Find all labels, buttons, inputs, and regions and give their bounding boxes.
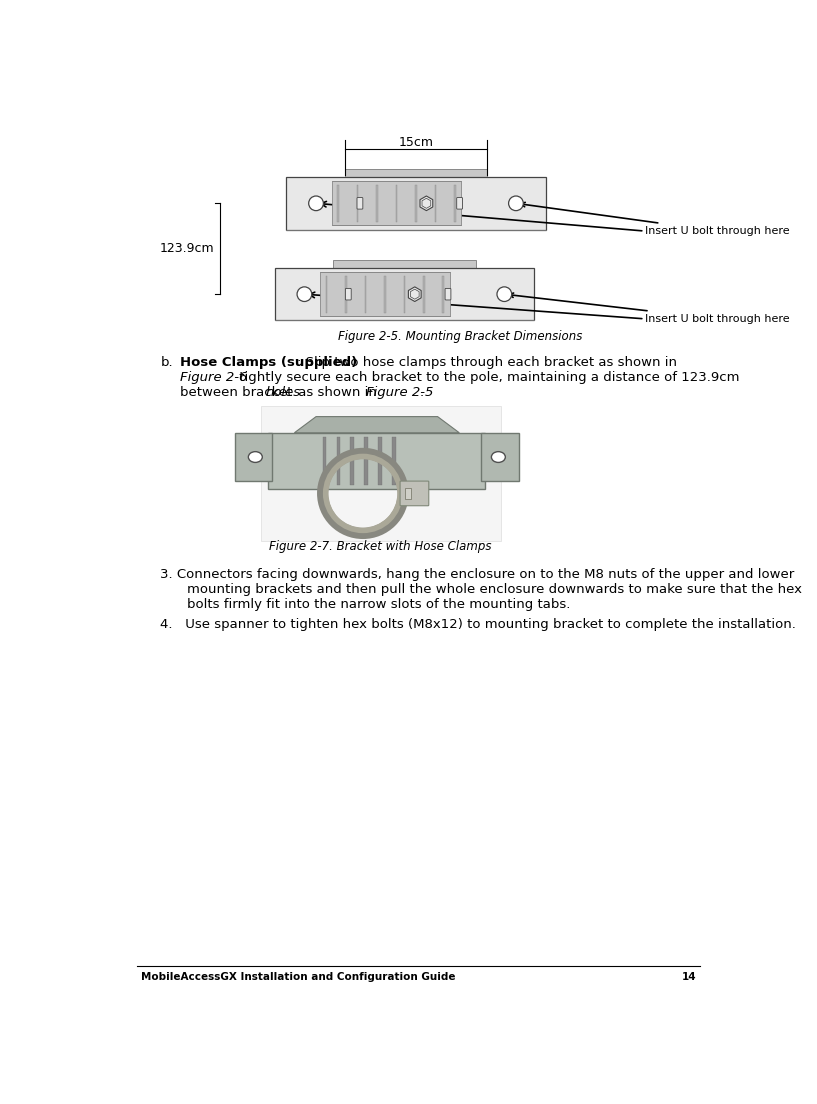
Circle shape bbox=[309, 197, 324, 211]
Ellipse shape bbox=[491, 452, 506, 463]
Bar bbox=[435, 185, 436, 222]
Text: MobileAccessGX Installation and Configuration Guide: MobileAccessGX Installation and Configur… bbox=[141, 972, 455, 981]
Text: Figure 2-5. Mounting Bracket Dimensions: Figure 2-5. Mounting Bracket Dimensions bbox=[338, 330, 583, 343]
Bar bbox=[364, 276, 366, 312]
FancyBboxPatch shape bbox=[457, 198, 462, 209]
Bar bbox=[423, 276, 425, 312]
Bar bbox=[404, 488, 411, 499]
Text: between bracket: between bracket bbox=[180, 385, 297, 399]
Circle shape bbox=[509, 197, 524, 211]
Text: Insert U bolt through here: Insert U bolt through here bbox=[509, 293, 789, 323]
Ellipse shape bbox=[248, 452, 262, 463]
Bar bbox=[333, 261, 475, 268]
Bar bbox=[320, 273, 450, 316]
Text: 3. Connectors facing downwards, hang the enclosure on to the M8 nuts of the uppe: 3. Connectors facing downwards, hang the… bbox=[160, 567, 794, 581]
Bar bbox=[443, 276, 444, 312]
Text: 15cm: 15cm bbox=[399, 136, 434, 149]
Bar bbox=[235, 433, 272, 481]
Bar bbox=[261, 406, 501, 541]
Bar bbox=[378, 437, 382, 486]
Bar bbox=[345, 169, 488, 177]
FancyBboxPatch shape bbox=[400, 481, 429, 506]
Bar bbox=[392, 437, 395, 486]
FancyBboxPatch shape bbox=[357, 198, 363, 209]
Text: b.: b. bbox=[160, 355, 173, 369]
Bar bbox=[481, 433, 519, 481]
Text: bolts firmly fit into the narrow slots of the mounting tabs.: bolts firmly fit into the narrow slots o… bbox=[187, 597, 571, 611]
Bar bbox=[275, 268, 534, 320]
Text: Figure 2-5: Figure 2-5 bbox=[366, 385, 433, 399]
Text: as shown in: as shown in bbox=[293, 385, 381, 399]
Bar bbox=[404, 276, 405, 312]
Bar bbox=[286, 177, 546, 230]
Bar bbox=[415, 185, 417, 222]
Bar bbox=[332, 181, 462, 225]
Text: Hose Clamps (supplied): Hose Clamps (supplied) bbox=[180, 355, 357, 369]
Circle shape bbox=[497, 287, 511, 301]
Bar bbox=[384, 276, 386, 312]
Text: Figure 2-6: Figure 2-6 bbox=[180, 371, 247, 384]
Bar bbox=[350, 437, 354, 486]
Bar bbox=[326, 276, 328, 312]
Text: mounting brackets and then pull the whole enclosure downwards to make sure that : mounting brackets and then pull the whol… bbox=[187, 583, 802, 595]
Bar bbox=[454, 185, 456, 222]
Polygon shape bbox=[408, 287, 421, 301]
Text: Figure 2-7. Bracket with Hose Clamps: Figure 2-7. Bracket with Hose Clamps bbox=[270, 540, 492, 553]
Bar bbox=[364, 437, 368, 486]
Bar bbox=[376, 185, 378, 222]
Text: holes: holes bbox=[266, 385, 301, 399]
Polygon shape bbox=[420, 197, 433, 211]
Text: tightly secure each bracket to the pole, maintaining a distance of 123.9cm: tightly secure each bracket to the pole,… bbox=[235, 371, 740, 384]
FancyBboxPatch shape bbox=[346, 288, 351, 300]
Bar bbox=[323, 437, 326, 486]
Bar bbox=[345, 276, 346, 312]
Text: : Slip two hose clamps through each bracket as shown in: : Slip two hose clamps through each brac… bbox=[297, 355, 677, 369]
Bar bbox=[337, 437, 340, 486]
Text: 14: 14 bbox=[682, 972, 697, 981]
Text: .: . bbox=[420, 385, 424, 399]
Bar bbox=[268, 433, 485, 489]
Text: Insert U bolt through here: Insert U bolt through here bbox=[520, 202, 789, 236]
Polygon shape bbox=[294, 416, 459, 433]
Bar bbox=[357, 185, 359, 222]
Bar bbox=[337, 185, 339, 222]
FancyBboxPatch shape bbox=[445, 288, 451, 300]
Bar bbox=[395, 185, 397, 222]
Circle shape bbox=[297, 287, 312, 301]
Text: 4.   Use spanner to tighten hex bolts (M8x12) to mounting bracket to complete th: 4. Use spanner to tighten hex bolts (M8x… bbox=[160, 617, 796, 630]
Text: 123.9cm: 123.9cm bbox=[160, 242, 215, 255]
